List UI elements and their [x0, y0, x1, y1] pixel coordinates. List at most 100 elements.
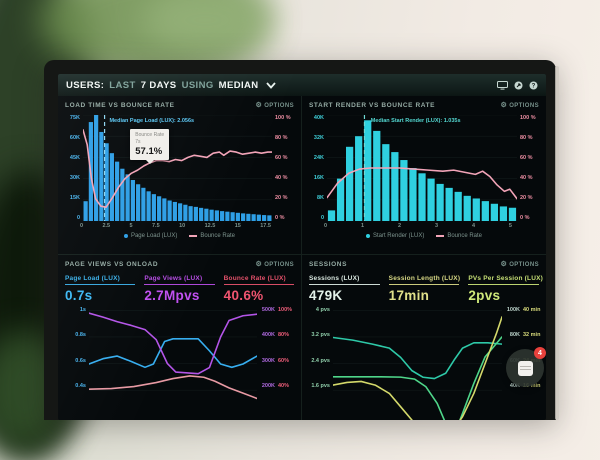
axis-tick: 75K — [69, 115, 80, 121]
share-icon[interactable] — [514, 81, 523, 90]
x-axis: 0 2.5 5 7.5 10 12.5 15 17.5 — [80, 223, 277, 229]
axis-tick: 40K — [313, 115, 324, 121]
y-axis-right: 100 % 80 % 60 % 40 % 20 % 0 % — [272, 115, 297, 221]
axis-tick: 2 — [397, 223, 402, 229]
y-axis-left: 1s 0.8s 0.6s 0.4s — [63, 307, 89, 389]
axis-tick: 17.5 — [260, 223, 271, 229]
axis-tick: 8K — [316, 195, 324, 201]
y-axis-left: 40K 32K 24K 16K 8K 0 — [307, 115, 327, 221]
axis-tick: 24K — [313, 155, 324, 161]
axis-tick: 1s — [79, 307, 86, 313]
metric-value: 17min — [388, 288, 430, 303]
panel-start-render: START RENDER VS BOUNCE RATE ⚙ OPTIONS 40K… — [302, 96, 546, 254]
legend: Start Render (LUX) Bounce Rate — [302, 233, 546, 239]
metric-row: Sessions (LUX) 479K Session Length (LUX)… — [302, 271, 546, 303]
metric-value: 479K — [309, 288, 343, 303]
chat-widget-button[interactable]: 4 — [506, 347, 546, 387]
gear-icon: ⚙ — [255, 261, 263, 268]
metric-bounce-rate[interactable]: Bounce Rate (LUX) 40.6% — [223, 275, 294, 303]
axis-tick-pair: 40K 16 min — [509, 382, 541, 389]
metric-row: Page Load (LUX) 0.7s Page Views (LUX) 2.… — [58, 271, 301, 303]
axis-tick: 15 — [234, 223, 241, 229]
metric-pvs-per-session[interactable]: PVs Per Session (LUX) 2pvs — [468, 275, 543, 303]
axis-tick-pair: 300K 60% — [261, 357, 290, 364]
metric-session-length[interactable]: Session Length (LUX) 17min — [388, 275, 461, 303]
x-axis: 0 1 2 3 4 5 — [324, 223, 521, 229]
laptop: USERS: LAST 7 DAYS USING MEDIAN ? LOAD T… — [44, 60, 559, 420]
axis-tick: 0 — [324, 223, 328, 229]
panel-sessions: SESSIONS ⚙ OPTIONS Sessions (LUX) 479K Se… — [302, 255, 546, 420]
y-axis-left: 4 pvs 3.2 pvs 2.4 pvs 1.6 pvs — [307, 307, 333, 389]
users-label: USERS: — [66, 79, 105, 91]
panel-title: START RENDER VS BOUNCE RATE — [309, 102, 436, 109]
start-render-plot[interactable]: Median Start Render (LUX): 1.035s — [327, 115, 517, 221]
dashboard-header-bar: USERS: LAST 7 DAYS USING MEDIAN ? — [58, 74, 546, 96]
options-button[interactable]: ⚙ OPTIONS — [500, 102, 539, 109]
gear-icon: ⚙ — [500, 261, 508, 268]
metric-value: 2.7Mpvs — [144, 288, 200, 303]
monitor-icon[interactable] — [497, 80, 508, 90]
metric-value: 2pvs — [468, 288, 501, 303]
gear-icon: ⚙ — [500, 102, 508, 109]
chat-card-icon — [517, 360, 533, 376]
gear-icon: ⚙ — [255, 102, 263, 109]
metric-sessions[interactable]: Sessions (LUX) 479K — [309, 275, 380, 303]
axis-tick: 100 % — [275, 115, 291, 121]
panel-page-views: PAGE VIEWS VS ONLOAD ⚙ OPTIONS Page Load … — [58, 255, 301, 420]
axis-tick: 0.4s — [75, 382, 86, 389]
options-button[interactable]: ⚙ OPTIONS — [255, 102, 294, 109]
axis-tick: 5 — [129, 223, 133, 229]
metric-value: 40.6% — [223, 288, 264, 303]
axis-tick-pair: 200K 40% — [261, 382, 290, 389]
options-button[interactable]: ⚙ OPTIONS — [255, 261, 294, 268]
axis-tick: 100 % — [520, 115, 536, 121]
y-axis-right: 500K 100% 400K 80% 300K 60% 200K 40% — [257, 307, 297, 389]
legend-item[interactable]: Bounce Rate — [436, 233, 482, 239]
axis-tick: 40 % — [520, 175, 533, 181]
axis-tick: 0.6s — [75, 357, 86, 364]
median-annotation: Median Start Render (LUX): 1.035s — [370, 118, 461, 124]
axis-tick-pair: 500K 100% — [261, 307, 293, 313]
legend-item[interactable]: Page Load (LUX) — [123, 233, 177, 239]
legend-dash-icon — [436, 235, 445, 237]
panel-title: SESSIONS — [309, 261, 348, 268]
axis-tick-pair: 100K 40 min — [506, 307, 541, 313]
axis-tick: 10 — [179, 223, 186, 229]
axis-tick: 60 % — [520, 155, 533, 161]
axis-tick: 0.8s — [75, 332, 86, 339]
metric-page-load[interactable]: Page Load (LUX) 0.7s — [65, 275, 136, 303]
axis-tick: 32K — [313, 135, 324, 141]
axis-tick: 7.5 — [152, 223, 160, 229]
median-annotation: Median Page Load (LUX): 2.056s — [109, 118, 195, 124]
load-time-plot[interactable]: Median Page Load (LUX): 2.056s Bounce Ra… — [83, 115, 272, 221]
axis-tick: 3 — [434, 223, 439, 229]
axis-tick: 40 % — [275, 175, 288, 181]
chevron-down-icon[interactable] — [265, 81, 276, 89]
metric-value: 0.7s — [65, 288, 93, 303]
axis-tick: 80 % — [275, 135, 288, 141]
options-button[interactable]: ⚙ OPTIONS — [500, 261, 539, 268]
panel-title: PAGE VIEWS VS ONLOAD — [65, 261, 159, 268]
legend-item[interactable]: Bounce Rate — [189, 233, 235, 239]
y-axis-right: 100 % 80 % 60 % 40 % 20 % 0 % — [517, 115, 542, 221]
axis-tick: 3.2 pvs — [311, 332, 330, 339]
axis-tick: 2.4 pvs — [311, 357, 330, 364]
page-views-plot[interactable] — [89, 307, 257, 420]
panel-load-time: LOAD TIME VS BOUNCE RATE ⚙ OPTIONS 75K 60K… — [58, 96, 301, 254]
aggregation-value: MEDIAN — [218, 79, 259, 91]
axis-tick: 2.5 — [102, 223, 111, 229]
header-icon-group: ? — [497, 80, 538, 90]
axis-tick: 12.5 — [204, 223, 216, 229]
axis-tick: 45K — [69, 155, 80, 161]
using-word: USING — [181, 79, 214, 91]
axis-tick: 60 % — [275, 155, 288, 161]
panel-divider-vertical — [301, 96, 302, 420]
legend-item[interactable]: Start Render (LUX) — [365, 233, 424, 239]
axis-tick: 1.6 pvs — [311, 382, 330, 389]
metric-page-views[interactable]: Page Views (LUX) 2.7Mpvs — [144, 275, 215, 303]
axis-tick: 5 — [508, 223, 512, 229]
axis-tick: 20 % — [520, 195, 533, 201]
sessions-plot[interactable] — [333, 307, 502, 420]
axis-tick: 15K — [69, 195, 80, 201]
help-icon[interactable]: ? — [529, 81, 538, 90]
